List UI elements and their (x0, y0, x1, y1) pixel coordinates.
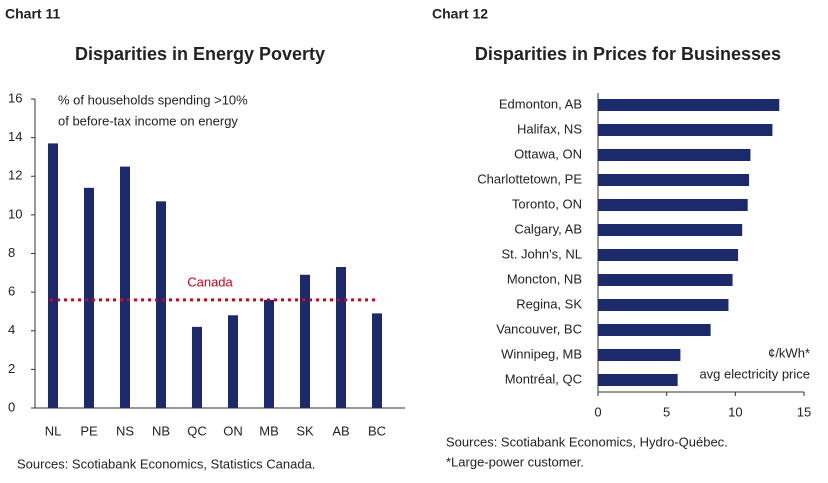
bar (598, 149, 751, 161)
y-tick-label: St. John's, NL (501, 246, 582, 261)
y-tick-label: 4 (8, 322, 15, 337)
bar (84, 187, 94, 408)
chart-label: Chart 12 (432, 6, 488, 22)
chart-title: Disparities in Prices for Businesses (475, 44, 781, 64)
bar (192, 326, 202, 408)
annotation: of before-tax income on energy (58, 113, 238, 128)
y-tick-label: 8 (8, 245, 15, 260)
y-tick-label: 12 (8, 168, 22, 183)
bar (156, 201, 166, 408)
x-tick-label: MB (259, 423, 279, 438)
x-tick-label: 5 (663, 404, 670, 419)
y-tick-label: Ottawa, ON (514, 146, 582, 161)
x-tick-label: NB (152, 423, 170, 438)
bar (598, 199, 748, 211)
bar (598, 374, 678, 386)
bar (48, 143, 58, 408)
y-tick-label: Calgary, AB (514, 221, 582, 236)
y-tick-label: Charlottetown, PE (477, 171, 582, 186)
bar (598, 249, 739, 261)
bar (598, 99, 780, 111)
y-tick-label: Regina, SK (516, 296, 582, 311)
annotation: avg electricity price (699, 366, 810, 381)
bar (336, 267, 346, 408)
bar (264, 299, 274, 408)
x-tick-label: ON (223, 423, 243, 438)
x-tick-label: PE (80, 423, 98, 438)
chart-label: Chart 11 (5, 6, 60, 22)
bar (120, 166, 130, 408)
y-tick-label: Halifax, NS (517, 121, 582, 136)
source-note: *Large-power customer. (446, 454, 584, 469)
x-tick-label: BC (368, 423, 386, 438)
bar (598, 349, 681, 361)
y-tick-label: Montréal, QC (505, 371, 582, 386)
x-tick-label: QC (187, 423, 207, 438)
y-tick-label: 10 (8, 206, 22, 221)
bar (598, 124, 773, 136)
bar (372, 313, 382, 408)
y-tick-label: Edmonton, AB (499, 96, 582, 111)
chart-title: Disparities in Energy Poverty (75, 44, 325, 64)
bar (598, 224, 743, 236)
x-tick-label: AB (332, 423, 349, 438)
y-tick-label: Vancouver, BC (496, 321, 582, 336)
y-tick-label: 0 (8, 399, 15, 414)
y-tick-label: 14 (8, 129, 22, 144)
reference-label: Canada (187, 274, 233, 289)
x-tick-label: 10 (728, 404, 742, 419)
bar (300, 274, 310, 408)
annotation: ¢/kWh* (768, 345, 810, 360)
y-tick-label: 6 (8, 284, 15, 299)
source-note: Sources: Scotiabank Economics, Statistic… (17, 456, 315, 471)
annotation: % of households spending >10% (58, 92, 248, 107)
y-tick-label: Toronto, ON (512, 196, 582, 211)
bar (228, 315, 238, 408)
y-tick-label: 2 (8, 361, 15, 376)
x-tick-label: NS (116, 423, 134, 438)
y-tick-label: Winnipeg, MB (501, 346, 582, 361)
bar (598, 174, 750, 186)
x-tick-label: 0 (594, 404, 601, 419)
y-tick-label: 16 (8, 90, 22, 105)
bar (598, 274, 733, 286)
bar (598, 299, 729, 311)
x-tick-label: 15 (797, 404, 811, 419)
source-note: Sources: Scotiabank Economics, Hydro-Qué… (446, 434, 728, 449)
x-tick-label: NL (45, 423, 62, 438)
bar (598, 324, 711, 336)
x-tick-label: SK (296, 423, 314, 438)
y-tick-label: Moncton, NB (507, 271, 582, 286)
